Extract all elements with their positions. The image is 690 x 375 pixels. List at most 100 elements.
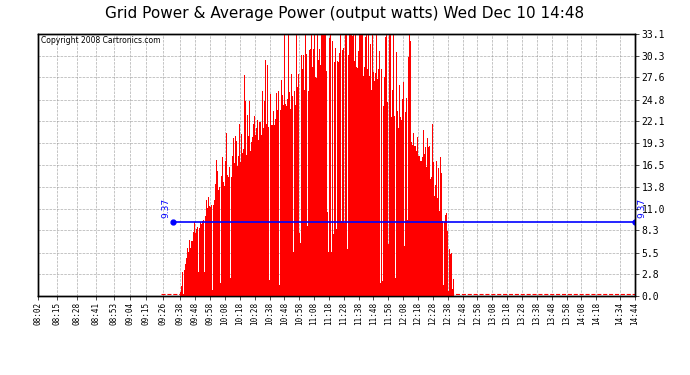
Bar [228,177,229,296]
Bar [386,34,387,296]
Bar [253,124,254,296]
Bar [204,272,205,296]
Text: Grid Power & Average Power (output watts) Wed Dec 10 14:48: Grid Power & Average Power (output watts… [106,6,584,21]
Bar [259,122,260,296]
Bar [387,102,388,296]
Bar [443,285,444,296]
Bar [334,62,335,296]
Bar [241,134,242,296]
Bar [368,34,369,296]
Bar [339,53,340,296]
Bar [236,141,237,296]
Bar [411,142,412,296]
Bar [201,224,202,296]
Bar [421,161,422,296]
Bar [186,258,187,296]
Bar [193,232,194,296]
Bar [438,168,439,296]
Bar [424,150,425,296]
Bar [392,100,393,296]
Bar [195,233,196,296]
Bar [344,34,346,296]
Bar [239,124,240,296]
Bar [434,196,435,296]
Bar [355,34,356,296]
Bar [329,38,330,296]
Bar [187,248,188,296]
Bar [290,74,292,296]
Bar [397,93,398,296]
Text: 9.37: 9.37 [161,198,170,218]
Bar [274,34,275,296]
Bar [347,249,348,296]
Bar [272,125,273,296]
Bar [428,147,429,296]
Bar [181,281,183,296]
Bar [379,51,380,296]
Bar [356,67,357,296]
Bar [237,166,238,296]
Bar [245,101,246,296]
Bar [400,117,401,296]
Bar [203,220,204,296]
Bar [333,234,334,296]
Bar [213,205,214,296]
Bar [211,205,212,296]
Bar [444,222,445,296]
Bar [441,173,442,296]
Bar [318,60,319,296]
Bar [415,148,416,296]
Bar [343,48,344,296]
Bar [232,156,233,296]
Bar [351,34,352,296]
Bar [425,147,426,296]
Bar [420,162,421,296]
Bar [262,91,263,296]
Bar [406,108,407,296]
Bar [328,252,329,296]
Bar [385,38,386,296]
Bar [205,216,206,296]
Bar [358,51,359,296]
Bar [382,281,383,296]
Bar [243,149,244,296]
Bar [388,246,389,296]
Bar [226,150,227,296]
Bar [311,34,312,296]
Bar [446,213,447,296]
Bar [302,69,303,296]
Bar [199,213,200,296]
Bar [348,55,349,296]
Bar [432,124,433,296]
Bar [310,49,311,296]
Bar [398,128,399,296]
Bar [362,225,364,296]
Bar [408,34,410,296]
Bar [307,226,308,296]
Text: 9.37: 9.37 [638,198,647,218]
Bar [231,177,232,296]
Bar [336,229,337,296]
Bar [452,289,453,296]
Bar [188,252,189,296]
Bar [198,272,199,296]
Bar [327,212,328,296]
Bar [338,62,339,296]
Bar [254,116,255,296]
Bar [414,146,415,296]
Bar [399,86,400,296]
Bar [375,74,376,296]
Bar [430,183,431,296]
Bar [332,40,333,296]
Bar [264,101,265,296]
Bar [449,249,450,296]
Bar [210,207,211,296]
Bar [219,188,220,296]
Bar [309,50,310,296]
Bar [349,34,350,296]
Bar [304,90,305,296]
Bar [212,206,213,296]
Bar [295,105,296,296]
Bar [448,291,449,296]
Bar [257,120,258,296]
